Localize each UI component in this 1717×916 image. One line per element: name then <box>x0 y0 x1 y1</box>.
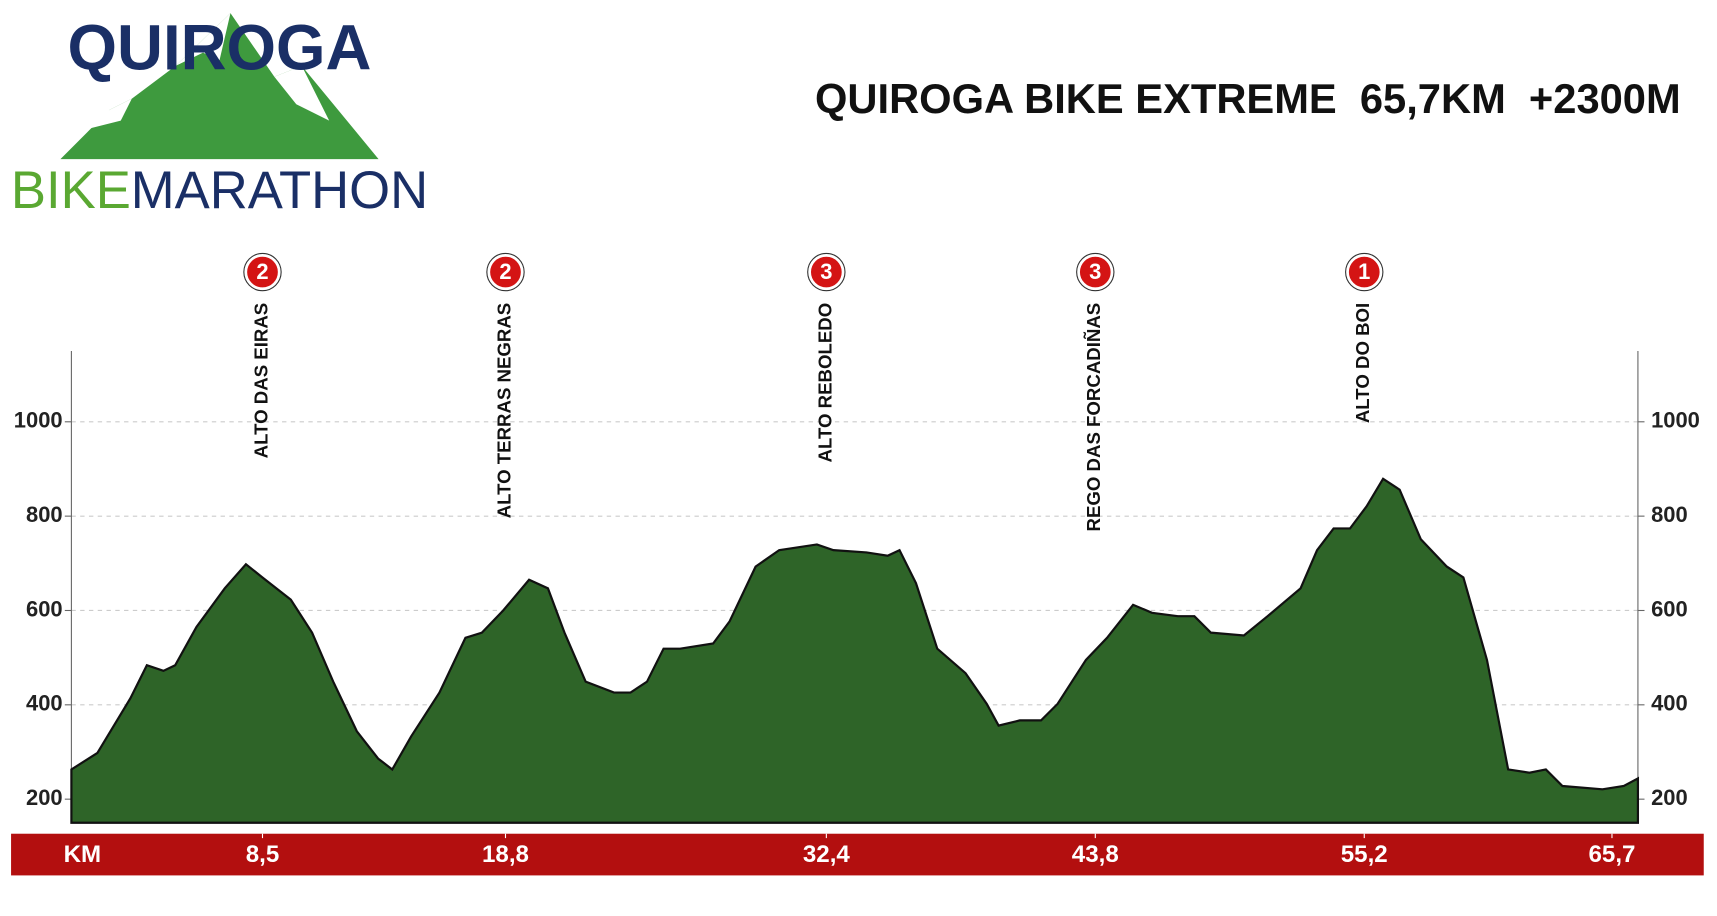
y2-tick-label: 400 <box>1651 691 1688 716</box>
climb-badge <box>808 254 844 290</box>
x-tick-label: 32,4 <box>803 841 851 868</box>
climb-category: 1 <box>1358 259 1370 284</box>
y2-tick-label: 200 <box>1651 785 1688 810</box>
logo-sub: BIKEMARATHON <box>11 161 428 220</box>
x-tick-label: 65,7 <box>1588 841 1635 868</box>
climb-name: ALTO DAS EIRAS <box>250 303 271 459</box>
y-tick-label: 1000 <box>14 408 63 433</box>
climb-name: ALTO TERRAS NEGRAS <box>493 303 514 519</box>
x-tick-label: 55,2 <box>1341 841 1388 868</box>
x-tick-label: 18,8 <box>482 841 529 868</box>
climb-category: 3 <box>1089 259 1101 284</box>
climb: 3 REGO DAS FORCADIÑAS <box>1076 252 1115 532</box>
x-tick-label: 8,5 <box>246 841 280 868</box>
climb-category: 3 <box>820 259 832 284</box>
y2-tick-label: 600 <box>1651 596 1688 621</box>
logo: QUIROGA BIKEMARATHON <box>11 12 428 220</box>
logo-sub2: MARATHON <box>131 161 428 220</box>
logo-name: QUIROGA <box>68 12 372 83</box>
x-axis-label: KM <box>64 841 102 868</box>
logo-snow <box>76 98 132 132</box>
x-tick-label: 43,8 <box>1072 841 1119 868</box>
climb-badge <box>487 254 524 290</box>
climb-name: REGO DAS FORCADIÑAS <box>1083 303 1104 532</box>
y-tick-label: 800 <box>26 502 63 527</box>
climb-badge <box>1077 254 1113 290</box>
climb: 1 ALTO DO BOI <box>1345 252 1384 423</box>
y-tick-label: 600 <box>26 596 63 621</box>
climb-badge-ring <box>486 252 525 292</box>
climb-badge-ring <box>1345 252 1384 292</box>
climb-name: ALTO DO BOI <box>1352 303 1373 423</box>
climb: 2 ALTO TERRAS NEGRAS <box>486 252 525 519</box>
logo-snow <box>274 65 330 121</box>
y-tick-label: 200 <box>26 785 63 810</box>
elevation-area <box>70 477 1640 824</box>
climb-name: ALTO REBOLEDO <box>814 303 835 463</box>
y2-tick-label: 800 <box>1651 502 1688 527</box>
chart-title: QUIROGA BIKE EXTREME 65,7KM +2300M <box>815 75 1681 122</box>
y2-tick-label: 1000 <box>1651 408 1700 433</box>
climb-badge <box>1346 254 1382 290</box>
x-axis-band <box>11 833 1704 876</box>
climb-badge-ring <box>243 252 282 292</box>
climb-badge-ring <box>807 252 846 292</box>
logo-mountain <box>60 13 379 160</box>
climb-badge-ring <box>1076 252 1115 292</box>
climb-category: 2 <box>499 259 511 284</box>
climb: 3 ALTO REBOLEDO <box>807 252 846 463</box>
climb-category: 2 <box>256 259 268 284</box>
climb-badge <box>244 254 281 290</box>
logo-sub1: BIKE <box>11 161 131 220</box>
climb: 2 ALTO DAS EIRAS <box>243 252 282 459</box>
y-tick-label: 400 <box>26 691 63 716</box>
